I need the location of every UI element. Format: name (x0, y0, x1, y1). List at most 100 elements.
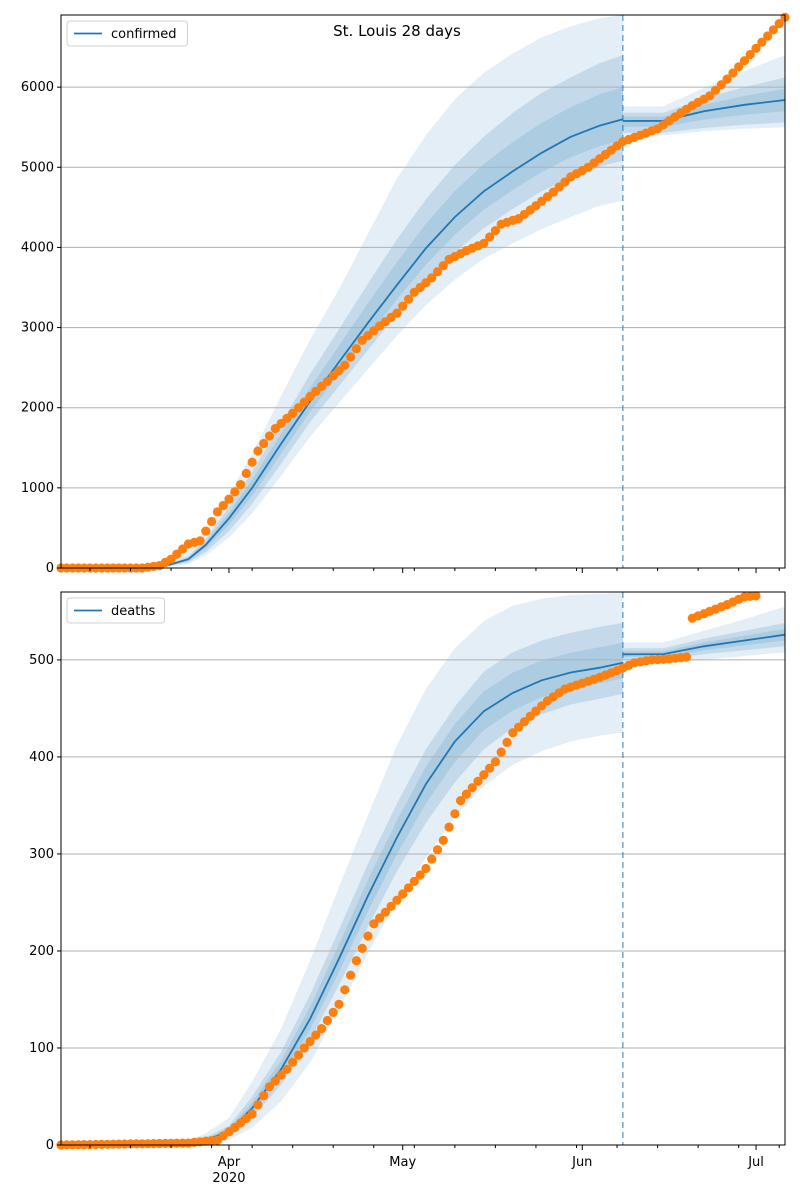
deaths-observed-point (357, 943, 367, 954)
confirmed-observed-point (751, 43, 761, 54)
confirmed-outer-band-0 (61, 15, 623, 568)
deaths-observed-point (444, 822, 454, 832)
confirmed-observed-point (224, 494, 234, 504)
confirmed-model-segment-0 (60, 118, 624, 569)
confirmed-y-tick-label: 5000 (21, 160, 54, 175)
confirmed-observed-point (705, 91, 715, 101)
deaths-inner-band-1 (622, 623, 785, 660)
deaths-observed-point (299, 1043, 309, 1053)
deaths-x-tick-label: Apr (218, 1155, 241, 1170)
confirmed-legend: confirmed (66, 20, 188, 47)
deaths-legend-label: deaths (111, 604, 156, 619)
deaths-observed-point (282, 1064, 292, 1074)
confirmed-legend-label: confirmed (111, 27, 177, 42)
confirmed-observed-point (288, 408, 298, 418)
deaths-frame (60, 591, 786, 1146)
deaths-x-tick-label: May (389, 1155, 416, 1170)
deaths-observed-point (293, 1050, 304, 1060)
deaths-observed-point (322, 1015, 332, 1026)
confirmed-observed-point (485, 232, 495, 242)
confirmed-observed-point (207, 516, 217, 527)
deaths-outer-band (61, 593, 785, 1145)
confirmed-observed-point (722, 74, 732, 84)
confirmed-observed-point (253, 446, 263, 456)
confirmed-legend-box (66, 20, 188, 47)
deaths-observed-point (409, 876, 419, 887)
deaths-y-tick-label: 400 (29, 750, 54, 765)
deaths-observed-point (317, 1024, 327, 1034)
deaths-observed-point (508, 728, 518, 738)
confirmed-model-line (60, 99, 786, 569)
deaths-observed-point (276, 1070, 286, 1080)
confirmed-y-tick-label: 6000 (21, 80, 54, 95)
deaths-observed-point (340, 985, 350, 995)
confirmed-observed-point (212, 507, 222, 517)
deaths-outer-band-1 (622, 606, 785, 664)
deaths-central-band-1 (622, 628, 785, 657)
confirmed-observed-point (716, 80, 726, 90)
confirmed-observed-point (403, 294, 414, 304)
deaths-observed-point (398, 889, 408, 899)
confirmed-observed-point (739, 56, 750, 66)
confirmed-inner-band-1 (622, 77, 785, 133)
deaths-observed-point (386, 901, 396, 911)
deaths-observed-point (514, 722, 524, 732)
deaths-observed-point (392, 895, 402, 905)
deaths-observed-point (380, 907, 390, 917)
deaths-observed-point (438, 835, 448, 846)
confirmed-observed-point (734, 62, 744, 72)
deaths-y-axis: 0 100 200 300 400 500 (29, 653, 61, 1153)
confirmed-central-band-0 (61, 87, 623, 568)
deaths-y-tick-label: 0 (46, 1138, 54, 1153)
confirmed-observed-point (328, 371, 338, 381)
deaths-observed-point (467, 783, 477, 793)
confirmed-observed-point (346, 352, 356, 362)
deaths-observed-point (415, 870, 425, 880)
deaths-observed-point (346, 970, 356, 980)
deaths-y-tick-label: 100 (29, 1041, 54, 1056)
confirmed-observed-point (340, 360, 350, 370)
deaths-observed-point (288, 1057, 298, 1067)
confirmed-observed-point (490, 226, 500, 236)
confirmed-outer-band (61, 15, 785, 568)
deaths-model-segment-1 (622, 633, 786, 656)
deaths-y-tick-label: 200 (29, 944, 54, 959)
deaths-observed-point (403, 883, 414, 893)
confirmed-axes-frame (60, 14, 786, 569)
deaths-observed-point (369, 919, 379, 929)
confirmed-observed-point (710, 85, 721, 95)
confirmed-observed-point (299, 397, 309, 407)
confirmed-observed-point (195, 536, 205, 546)
confirmed-observed-point (432, 267, 443, 277)
deaths-observed-point (421, 863, 431, 874)
deaths-observed-point (473, 776, 483, 786)
confirmed-central-band-1 (622, 88, 785, 127)
deaths-legend: deaths (66, 597, 166, 624)
deaths-observed-point (247, 1109, 257, 1119)
confirmed-observed-point (768, 25, 779, 35)
deaths-observed-point (681, 652, 692, 662)
confirmed-x-axis (89, 568, 780, 573)
confirmed-y-tick-label: 4000 (21, 240, 54, 255)
confirmed-inner-band (61, 55, 785, 569)
confirmed-observed-point (427, 273, 437, 283)
confirmed-y-tick-label: 1000 (21, 481, 54, 496)
confirmed-observed-point (763, 31, 773, 41)
confirmed-observed-point (334, 366, 344, 376)
confirmed-observed-point (322, 376, 332, 386)
deaths-observed-point (328, 1007, 338, 1018)
deaths-outer-band-0 (61, 593, 623, 1145)
confirmed-observed-point (757, 37, 767, 47)
deaths-axes-frame (60, 591, 786, 1146)
confirmed-y-axis: 0 1000 2000 3000 4000 5000 6000 (21, 80, 61, 576)
confirmed-observed-point (247, 457, 257, 467)
deaths-x-tick-label: Jul (747, 1155, 764, 1170)
confirmed-observed-point (774, 19, 784, 29)
confirmed-observed-point (745, 49, 755, 60)
deaths-observed-point (311, 1030, 321, 1040)
deaths-x-tick-label: Jun (571, 1155, 592, 1170)
deaths-observed-point (432, 845, 443, 855)
